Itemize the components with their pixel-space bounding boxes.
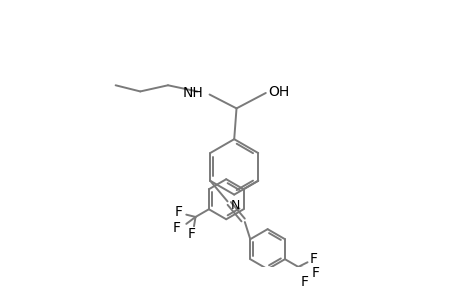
Text: OH: OH	[268, 85, 289, 99]
Text: N: N	[230, 199, 239, 212]
Text: NH: NH	[182, 86, 203, 100]
Text: F: F	[311, 266, 319, 280]
Text: F: F	[309, 252, 317, 266]
Text: F: F	[173, 221, 181, 235]
Text: F: F	[187, 227, 195, 241]
Text: F: F	[174, 205, 182, 219]
Text: F: F	[300, 275, 308, 289]
